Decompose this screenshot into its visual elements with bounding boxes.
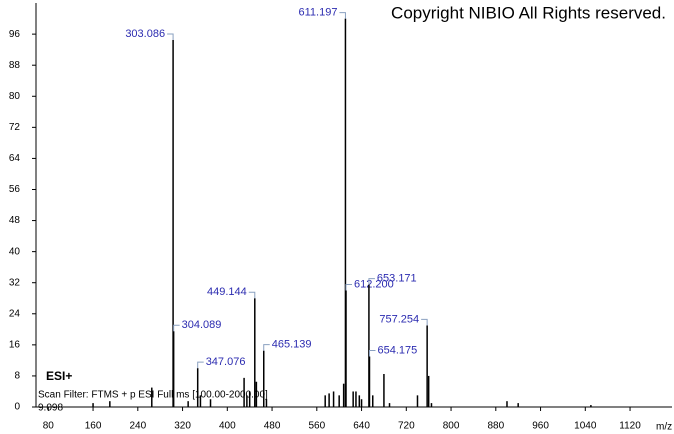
ionization: ESI+ bbox=[46, 369, 72, 383]
label-bracket bbox=[345, 283, 353, 291]
copyright: Copyright NIBIO All Rights reserved. bbox=[391, 3, 666, 22]
y-tick-label: 24 bbox=[9, 308, 21, 319]
y-tick-label: 48 bbox=[9, 215, 21, 226]
peak-label: 654.175 bbox=[377, 344, 417, 356]
label-bracket bbox=[167, 33, 174, 40]
peak-label: 347.076 bbox=[206, 356, 246, 368]
y-tick-label: 80 bbox=[9, 91, 21, 102]
x-tick-label: 960 bbox=[532, 421, 549, 432]
label-bracket bbox=[368, 350, 376, 357]
y-tick-label: 8 bbox=[14, 371, 20, 382]
label-bracket bbox=[248, 291, 256, 299]
label-bracket bbox=[263, 344, 270, 351]
label-bracket bbox=[173, 324, 180, 332]
peak-label: 653.171 bbox=[377, 273, 417, 285]
retention-time: 9.098 bbox=[38, 403, 63, 414]
x-tick-label: 560 bbox=[308, 421, 325, 432]
y-tick-label: 32 bbox=[9, 277, 21, 288]
x-tick-label: 160 bbox=[85, 421, 102, 432]
x-tick-label: 320 bbox=[174, 421, 191, 432]
peak-label: 304.089 bbox=[182, 319, 222, 331]
y-tick-label: 0 bbox=[14, 402, 20, 413]
y-tick-label: 96 bbox=[9, 29, 21, 40]
x-tick-label: 80 bbox=[43, 421, 55, 432]
y-tick-label: 88 bbox=[9, 60, 21, 71]
x-tick-label: 1120 bbox=[619, 421, 641, 432]
peak-label: 303.086 bbox=[125, 28, 165, 40]
label-bracket bbox=[339, 12, 346, 19]
peak-label: 611.197 bbox=[298, 7, 337, 19]
x-tick-label: 1040 bbox=[574, 421, 597, 432]
y-tick-label: 56 bbox=[9, 184, 21, 195]
x-tick-label: 240 bbox=[129, 421, 146, 432]
y-tick-label: 64 bbox=[9, 153, 21, 164]
x-tick-label: 720 bbox=[398, 421, 415, 432]
label-bracket bbox=[421, 318, 428, 326]
peak-label: 465.139 bbox=[272, 339, 312, 351]
peak-label: 449.144 bbox=[207, 286, 247, 298]
x-tick-label: 880 bbox=[487, 421, 504, 432]
peak-label: 612.200 bbox=[354, 278, 394, 290]
y-tick-label: 40 bbox=[9, 246, 21, 257]
scan-filter: Scan Filter: FTMS + p ESI Full ms [100.0… bbox=[38, 390, 268, 401]
peak-label: 757.254 bbox=[379, 313, 419, 325]
x-axis-label: m/z bbox=[656, 422, 672, 433]
x-tick-label: 800 bbox=[443, 421, 460, 432]
x-tick-label: 640 bbox=[353, 421, 370, 432]
x-tick-label: 400 bbox=[219, 421, 236, 432]
y-tick-label: 72 bbox=[9, 122, 21, 133]
x-tick-label: 480 bbox=[264, 421, 281, 432]
label-bracket bbox=[368, 278, 375, 285]
label-bracket bbox=[197, 361, 204, 369]
y-tick-label: 16 bbox=[9, 339, 21, 350]
